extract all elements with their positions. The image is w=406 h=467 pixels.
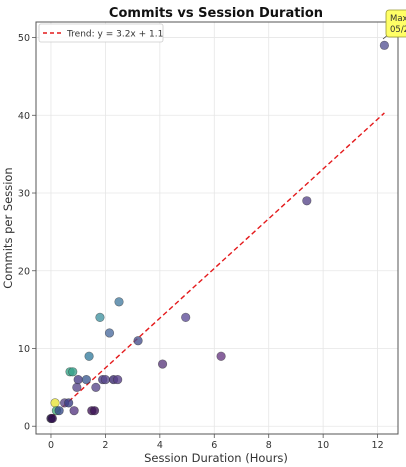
- max-annotation-line2: 05/2: [390, 25, 406, 35]
- x-axis-label: Session Duration (Hours): [144, 451, 288, 465]
- scatter-point: [100, 374, 111, 385]
- scatter-point: [133, 336, 143, 346]
- max-annotation: Max 05/2: [382, 9, 406, 40]
- scatter-point: [89, 406, 100, 416]
- trend-layer: [50, 112, 385, 419]
- scatter-point: [379, 40, 389, 50]
- ticks-layer: 0 2 4 6 8 10 12 0 10 20 30 40 50: [18, 33, 384, 451]
- max-annotation-box: [385, 9, 406, 38]
- y-axis-label: Commits per Session: [1, 167, 15, 288]
- y-tick-label: 50: [18, 33, 30, 44]
- scatter-point: [68, 367, 78, 377]
- legend: Trend: y = 3.2x + 1.1: [38, 23, 164, 43]
- scatter-point: [64, 398, 74, 408]
- y-tick-label: 40: [18, 111, 30, 122]
- x-tick-label: 10: [317, 440, 329, 451]
- scatter-point: [54, 406, 64, 416]
- x-tick-label: 8: [266, 440, 272, 451]
- scatter-point: [104, 328, 115, 338]
- grid-layer: [36, 22, 398, 434]
- scatter-point: [181, 312, 191, 322]
- x-tick-label: 4: [157, 440, 163, 451]
- points-layer: [46, 40, 389, 424]
- scatter-point: [113, 374, 123, 385]
- trend-line: [50, 112, 385, 419]
- scatter-point: [84, 351, 94, 361]
- y-tick-label: 20: [18, 266, 30, 277]
- scatter-point: [50, 398, 60, 408]
- scatter-point: [81, 374, 91, 385]
- max-annotation-line1: Max: [390, 14, 406, 24]
- x-tick-label: 12: [372, 440, 384, 451]
- scatter-point: [157, 359, 168, 369]
- scatter-point: [91, 382, 101, 392]
- x-tick-label: 0: [48, 440, 54, 451]
- y-tick-label: 10: [18, 344, 30, 355]
- scatter-point: [114, 297, 124, 307]
- x-tick-label: 2: [102, 440, 108, 451]
- y-tick-label: 30: [18, 189, 30, 200]
- legend-trend-label: Trend: y = 3.2x + 1.1: [66, 30, 163, 40]
- scatter-point: [73, 374, 83, 385]
- x-tick-label: 6: [211, 440, 217, 451]
- scatter-point: [47, 413, 57, 424]
- y-tick-label: 0: [24, 422, 30, 433]
- plot-frame: [35, 21, 399, 435]
- scatter-point: [69, 406, 79, 416]
- chart-title: Commits vs Session Duration: [109, 6, 323, 21]
- scatter-point: [95, 312, 105, 322]
- scatter-point: [216, 351, 226, 361]
- legend-box: [38, 23, 164, 43]
- scatter-point: [302, 196, 312, 206]
- scatter-point: [72, 382, 82, 392]
